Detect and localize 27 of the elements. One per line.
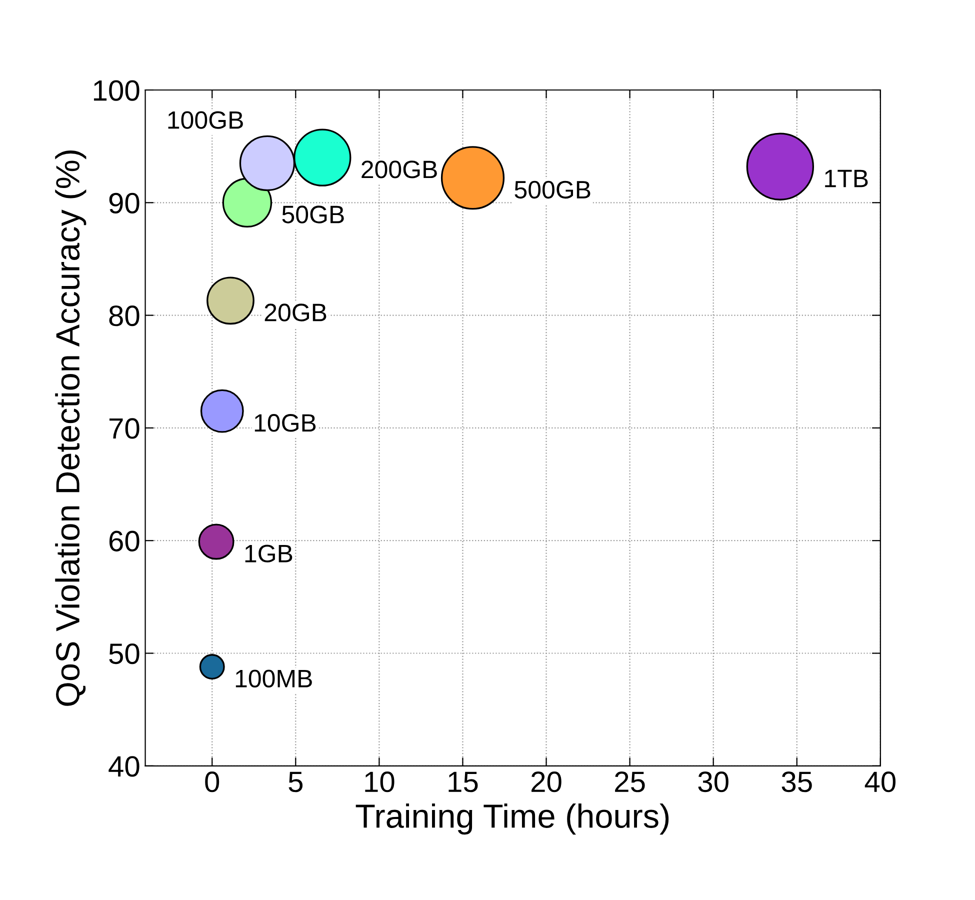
annotation: 200GB [362,160,437,178]
x-tick-label: 20 [532,772,562,792]
x-axis-title: Training Time (hours) [356,804,669,835]
x-tick-label: 30 [698,772,728,792]
y-tick-label: 70 [109,418,140,439]
annotation: 20GB [264,304,326,322]
x-tick-label: 5 [288,772,303,792]
annotation: 10GB [254,414,316,432]
x-tick-label: 25 [615,772,645,792]
annotation: 100MB [236,670,312,688]
annotation: 500GB [514,180,590,199]
y-tick-label: 50 [109,643,140,664]
x-tick-label: 10 [365,772,394,792]
y-axis-title: QoS Violation Detection Accuracy (%) [55,150,86,706]
y-tick-label: 90 [109,192,140,214]
annotation: 50GB [282,206,344,224]
x-tick-label: 15 [448,772,478,792]
y-tick-label: 80 [109,306,140,326]
annotation: 1TB [825,170,868,188]
y-tick-label: 40 [108,756,140,777]
x-tick-label: 40 [864,772,896,792]
annotation: 1GB [245,544,292,562]
x-tick-label: 0 [205,772,220,792]
x-tick-label: 35 [782,772,812,792]
y-tick-label: 60 [109,530,140,552]
annotation: 100GB [168,111,243,129]
y-tick-label: 100 [94,80,140,101]
